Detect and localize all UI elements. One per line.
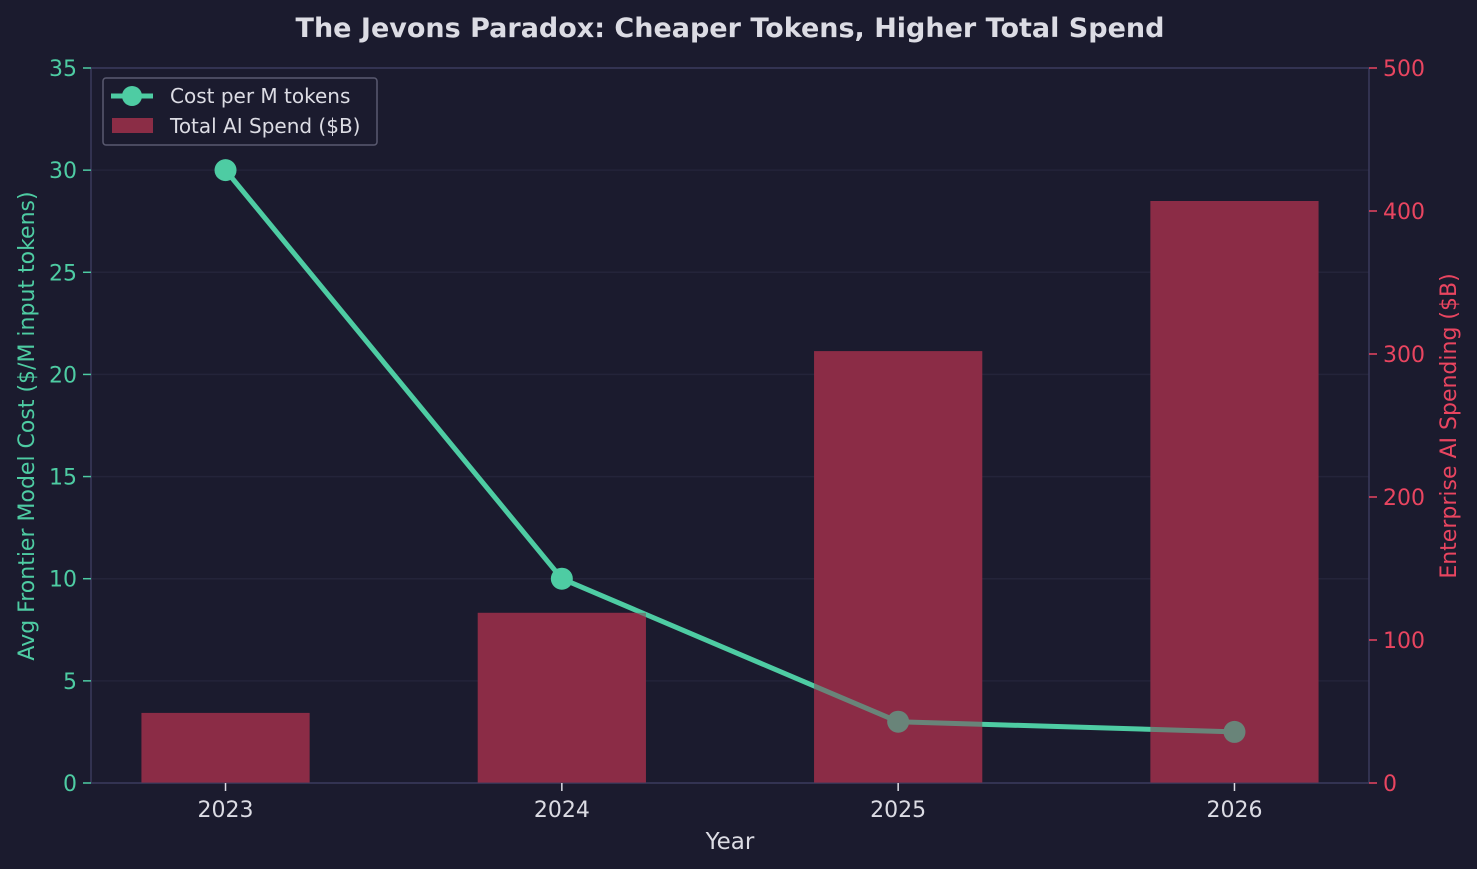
bar-overlay <box>477 612 646 783</box>
cost-marker <box>1223 720 1246 743</box>
right-tick-label: 500 <box>1383 57 1425 82</box>
left-tick-label: 25 <box>49 261 77 286</box>
chart-title: The Jevons Paradox: Cheaper Tokens, High… <box>296 13 1165 44</box>
x-tick-label: 2023 <box>198 798 254 823</box>
left-tick-label: 30 <box>49 159 77 184</box>
right-tick-label: 0 <box>1383 772 1397 797</box>
y-axis-label-right: Enterprise AI Spending ($B) <box>1437 273 1462 578</box>
legend-label-spend: Total AI Spend ($B) <box>169 114 360 138</box>
legend-bar-swatch <box>112 118 153 133</box>
right-tick-label: 400 <box>1383 200 1425 225</box>
legend-box <box>102 77 378 146</box>
cost-line <box>223 168 1235 735</box>
legend-label-cost: Cost per M tokens <box>170 84 350 108</box>
bar <box>141 712 310 783</box>
y-axis-label-left: Avg Frontier Model Cost ($/M input token… <box>15 191 40 660</box>
bar-overlay <box>814 351 983 783</box>
right-tick-label: 200 <box>1383 486 1425 511</box>
x-axis-label: Year <box>705 829 755 855</box>
gridlines <box>91 67 1369 784</box>
left-tick-label: 15 <box>49 466 77 491</box>
bar <box>1150 200 1319 784</box>
bars <box>141 200 1319 784</box>
right-tick-label: 300 <box>1383 343 1425 368</box>
left-tick-label: 5 <box>63 670 77 695</box>
left-tick-label: 10 <box>49 568 77 593</box>
legend-line-marker <box>122 86 142 106</box>
x-tick-label: 2026 <box>1206 798 1262 823</box>
x-tick-label: 2025 <box>870 798 926 823</box>
bar-overlay <box>141 712 310 783</box>
cost-marker <box>887 710 910 733</box>
cost-marker <box>550 567 573 590</box>
cost-marker <box>214 159 237 182</box>
plot-frame <box>90 67 1370 784</box>
cost-line-series <box>141 159 1319 784</box>
bar <box>477 612 646 783</box>
bar-overlay <box>1150 200 1319 784</box>
x-tick-label: 2024 <box>534 798 590 823</box>
left-tick-label: 0 <box>63 772 77 797</box>
right-tick-label: 100 <box>1383 629 1425 654</box>
left-tick-label: 20 <box>49 363 77 388</box>
legend: Cost per M tokens Total AI Spend ($B) <box>102 77 378 146</box>
left-tick-label: 35 <box>49 57 77 82</box>
